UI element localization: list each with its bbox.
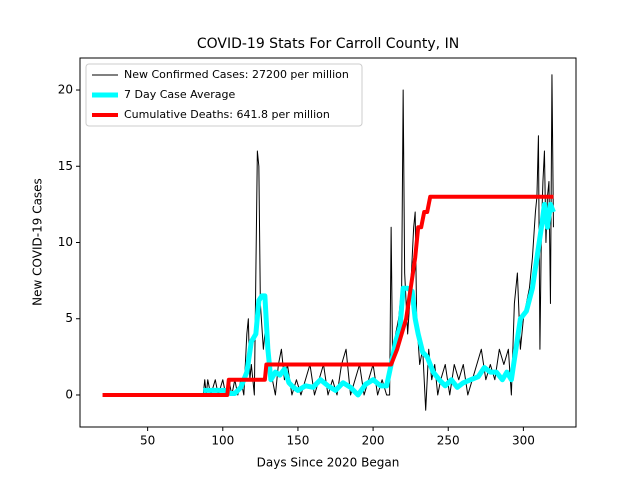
- y-tick-label: 20: [58, 83, 73, 97]
- x-tick-label: 100: [211, 434, 234, 448]
- y-tick-label: 0: [65, 387, 73, 401]
- plot-frame: [79, 57, 577, 428]
- x-tick-label: 50: [140, 434, 155, 448]
- x-tick-label: 150: [286, 434, 309, 448]
- y-tick-label: 5: [65, 311, 73, 325]
- x-axis-label: Days Since 2020 Began: [257, 456, 400, 470]
- y-axis-label: New COVID-19 Cases: [31, 178, 45, 306]
- chart-title: COVID-19 Stats For Carroll County, IN: [197, 36, 459, 52]
- x-tick-label: 300: [512, 434, 535, 448]
- y-tick-label: 10: [58, 235, 73, 249]
- legend-box: [85, 63, 363, 127]
- x-tick-label: 250: [437, 434, 460, 448]
- x-tick-label: 200: [362, 434, 385, 448]
- legend-label: New Confirmed Cases: 27200 per million: [124, 68, 349, 81]
- series-line: [203, 201, 556, 398]
- legend-label: Cumulative Deaths: 641.8 per million: [124, 108, 330, 121]
- legend-label: 7 Day Case Average: [124, 88, 236, 101]
- series-line: [102, 194, 554, 397]
- y-tick-label: 15: [58, 159, 73, 173]
